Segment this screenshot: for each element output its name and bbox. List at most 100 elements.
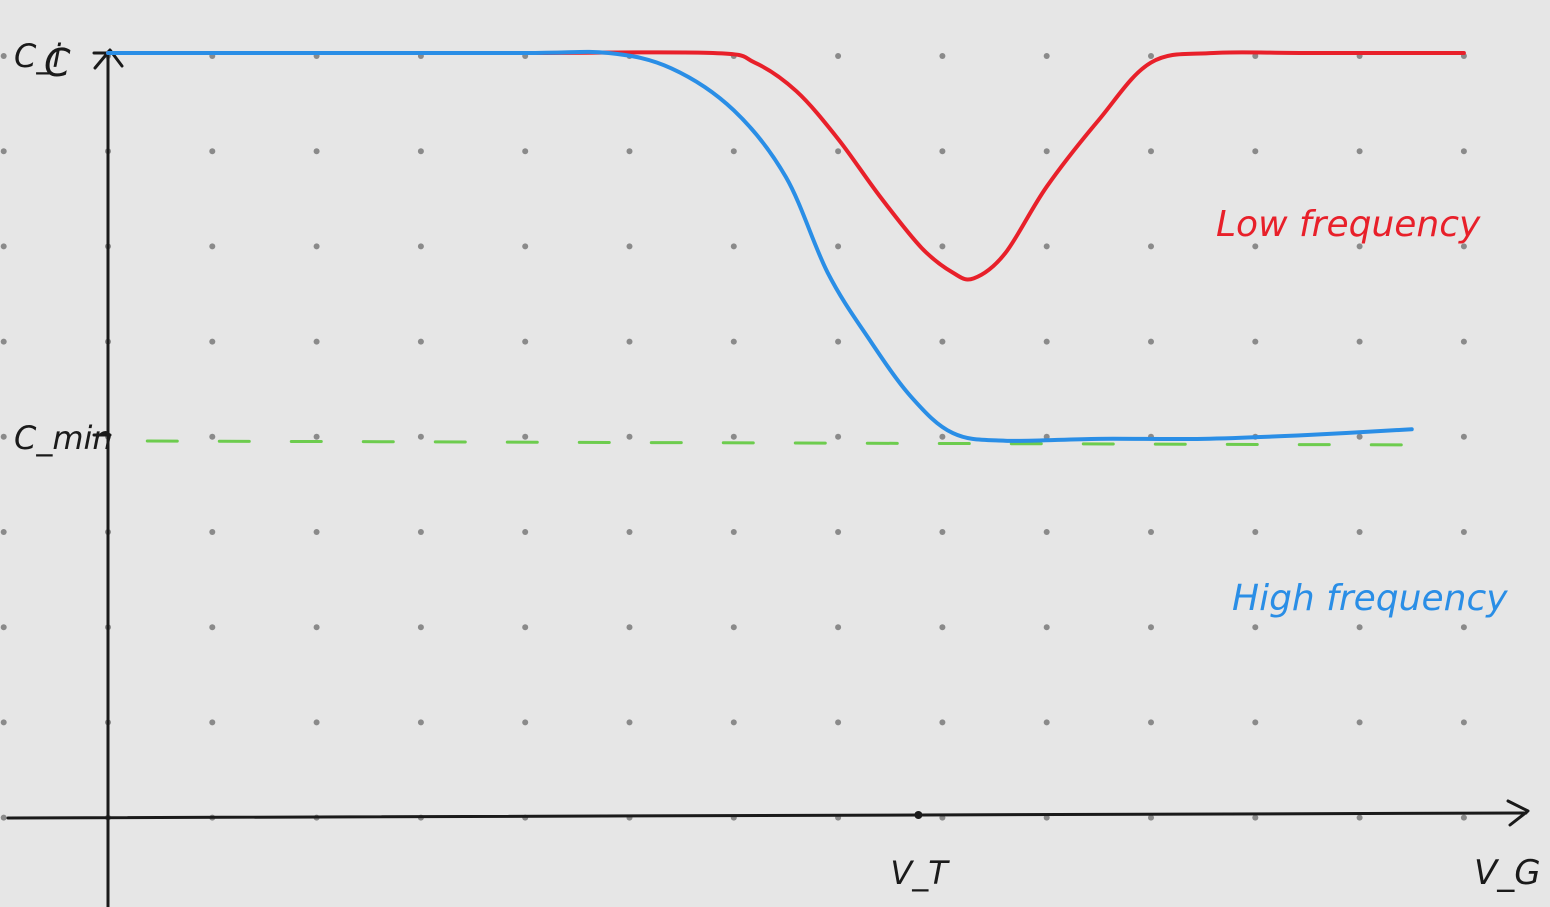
grid-dot bbox=[1043, 814, 1050, 821]
grid-dot bbox=[0, 529, 7, 535]
grid-dot bbox=[522, 433, 529, 440]
y-axis-label: C bbox=[44, 41, 71, 85]
grid-dot bbox=[313, 338, 320, 345]
grid-dot bbox=[939, 719, 946, 726]
grid-dot bbox=[0, 338, 7, 345]
x-axis-label: V_G bbox=[1474, 853, 1541, 893]
grid-dot bbox=[209, 338, 216, 345]
grid-dot bbox=[209, 624, 216, 631]
grid-dot bbox=[730, 529, 737, 535]
grid-dot bbox=[417, 529, 424, 535]
grid-dot bbox=[522, 338, 529, 345]
grid-dot bbox=[939, 148, 946, 155]
x-axis bbox=[6, 811, 1528, 820]
grid-dot bbox=[939, 53, 946, 59]
grid-dot bbox=[209, 433, 216, 440]
grid-dot bbox=[835, 243, 842, 250]
x-tick-label: V_T bbox=[890, 854, 950, 892]
grid-dot bbox=[1148, 243, 1154, 250]
grid-dot bbox=[1148, 148, 1154, 155]
x-axis-arrow-icon bbox=[1506, 799, 1530, 827]
grid-dot bbox=[626, 433, 633, 440]
grid-dot bbox=[1252, 243, 1259, 250]
grid-dot bbox=[0, 243, 7, 250]
grid-dot bbox=[1460, 624, 1467, 631]
grid-dot bbox=[1148, 719, 1154, 726]
grid-dot bbox=[1043, 148, 1050, 155]
grid-dot bbox=[939, 243, 946, 250]
grid-dot bbox=[417, 719, 424, 726]
grid-dot bbox=[313, 719, 320, 726]
grid-dot bbox=[0, 148, 7, 155]
grid-dot bbox=[0, 624, 7, 631]
reference-lines bbox=[145, 439, 1434, 447]
grid-dot bbox=[1148, 338, 1154, 345]
grid-dot bbox=[417, 624, 424, 631]
grid-dot bbox=[1252, 338, 1259, 345]
grid-dot bbox=[0, 53, 7, 59]
ticks: C_i C_min V_T bbox=[14, 37, 950, 892]
grid-dot bbox=[1252, 719, 1259, 726]
x-tick bbox=[914, 811, 923, 819]
grid-dot bbox=[730, 338, 737, 345]
low-frequency-label: Low frequency bbox=[1216, 204, 1481, 245]
grid-dot bbox=[1252, 814, 1259, 821]
grid-dot bbox=[1252, 148, 1259, 155]
grid-dot bbox=[1460, 148, 1467, 155]
grid-dot bbox=[1043, 529, 1050, 535]
grid-dot bbox=[835, 529, 842, 535]
series bbox=[106, 49, 1466, 443]
grid-dot bbox=[835, 624, 842, 631]
grid-dot bbox=[313, 529, 320, 535]
grid-dot bbox=[1043, 53, 1050, 59]
grid-dot bbox=[730, 243, 737, 250]
grid-dot bbox=[209, 243, 216, 250]
grid-dot bbox=[1460, 338, 1467, 345]
grid-dot bbox=[626, 719, 633, 726]
grid-dot bbox=[626, 338, 633, 345]
grid-dot bbox=[626, 624, 633, 631]
grid-dot bbox=[1043, 719, 1050, 726]
grid-dot bbox=[313, 624, 320, 631]
grid-dot bbox=[1043, 243, 1050, 250]
grid-dot bbox=[209, 719, 216, 726]
grid-dot bbox=[1356, 719, 1363, 726]
grid-dot bbox=[1356, 624, 1363, 631]
grid-dot bbox=[626, 148, 633, 155]
grid-dot bbox=[1148, 529, 1154, 535]
grid-dot bbox=[939, 624, 946, 631]
grid-dot bbox=[730, 624, 737, 631]
cmin-reference-line bbox=[145, 439, 1434, 447]
grid-dot bbox=[417, 338, 424, 345]
grid-dot bbox=[522, 148, 529, 155]
y-tick-label: C_i bbox=[14, 37, 61, 75]
grid-dot bbox=[209, 529, 216, 535]
grid-dot bbox=[939, 338, 946, 345]
grid-dot bbox=[835, 433, 842, 440]
grid-dot bbox=[626, 243, 633, 250]
y-axis-arrow-icon bbox=[93, 48, 124, 70]
low-frequency-curve bbox=[106, 50, 1466, 282]
grid-dot bbox=[313, 243, 320, 250]
grid-dot bbox=[1460, 243, 1467, 250]
grid-dot bbox=[730, 433, 737, 440]
grid-dot bbox=[1148, 624, 1154, 631]
high-frequency-curve bbox=[106, 49, 1414, 443]
grid-dot bbox=[313, 433, 320, 440]
grid-dot bbox=[1460, 529, 1467, 535]
grid-dot bbox=[1356, 243, 1363, 250]
grid-dot bbox=[313, 148, 320, 155]
grid-dot bbox=[1252, 529, 1259, 535]
grid-dot bbox=[1148, 814, 1154, 821]
grid-dot bbox=[417, 243, 424, 250]
grid-dot bbox=[0, 719, 7, 726]
grid-dot bbox=[1252, 53, 1259, 59]
grid-dot bbox=[1356, 433, 1363, 440]
grid-dot bbox=[0, 433, 7, 440]
grid-dot bbox=[1043, 624, 1050, 631]
grid-dot bbox=[1460, 814, 1467, 821]
grid-dot bbox=[1460, 719, 1467, 726]
grid-dot bbox=[730, 148, 737, 155]
axes bbox=[6, 48, 1530, 907]
